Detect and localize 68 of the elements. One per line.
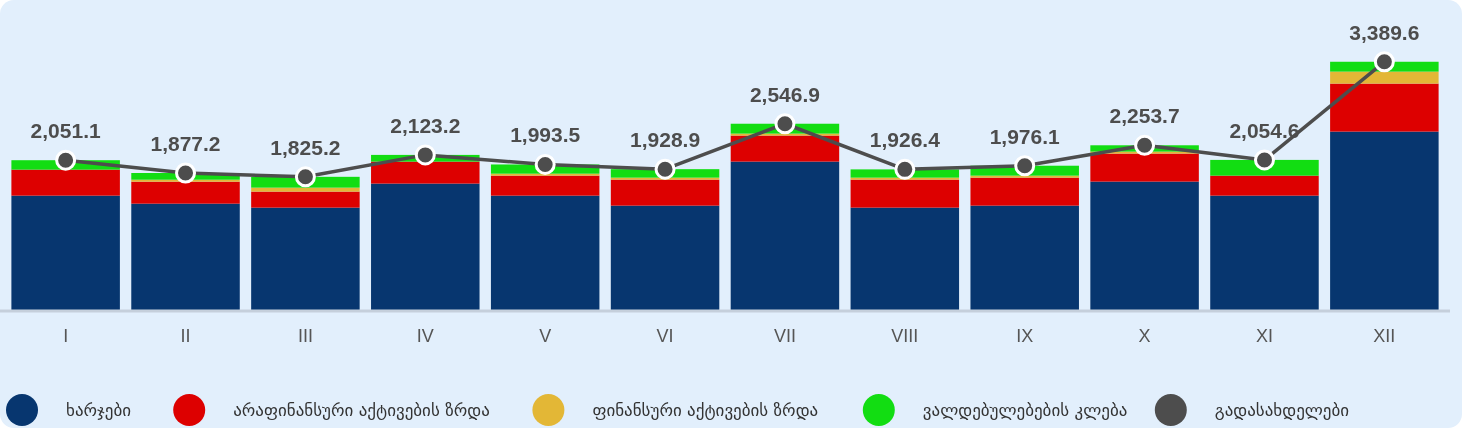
x-tick-label: VII bbox=[773, 326, 796, 346]
data-label: 2,054.6 bbox=[1229, 118, 1300, 142]
bar bbox=[131, 181, 240, 204]
point bbox=[894, 158, 916, 180]
bar bbox=[1330, 131, 1439, 311]
data-label: 1,926.4 bbox=[869, 128, 941, 152]
legend-label: გადასახდელები bbox=[1214, 400, 1350, 420]
bar bbox=[1090, 153, 1199, 182]
point bbox=[1014, 155, 1036, 177]
bar bbox=[490, 195, 600, 311]
x-tick-label: XI bbox=[1255, 326, 1273, 346]
bar bbox=[1330, 83, 1439, 132]
bar bbox=[850, 179, 960, 208]
x-tick-label: VI bbox=[656, 326, 674, 346]
legend-label: ფინანსური აქტივების ზრდა bbox=[592, 400, 819, 420]
bar bbox=[371, 161, 480, 184]
bar bbox=[251, 207, 360, 311]
x-tick-label: III bbox=[297, 326, 313, 346]
legend-label: არაფინანსური აქტივების ზრდა bbox=[233, 400, 490, 420]
data-label: 1,825.2 bbox=[270, 135, 341, 159]
point bbox=[294, 166, 316, 188]
bar bbox=[131, 203, 240, 311]
bar bbox=[251, 191, 360, 208]
point bbox=[175, 162, 197, 184]
bar bbox=[1090, 181, 1199, 311]
x-tick-label: I bbox=[63, 326, 69, 346]
bar bbox=[11, 195, 120, 311]
bar bbox=[850, 207, 960, 311]
data-label: 2,253.7 bbox=[1109, 104, 1180, 128]
x-tick-label: VIII bbox=[891, 326, 919, 346]
bar bbox=[1210, 175, 1319, 196]
data-label: 3,389.6 bbox=[1349, 20, 1420, 44]
x-tick-label: IV bbox=[416, 326, 434, 346]
x-tick-label: IX bbox=[1016, 326, 1034, 346]
bar bbox=[610, 179, 720, 206]
bar bbox=[970, 205, 1079, 311]
bar bbox=[730, 161, 840, 311]
data-label: 1,877.2 bbox=[150, 131, 221, 155]
point bbox=[1373, 51, 1395, 73]
point bbox=[414, 144, 436, 166]
point bbox=[654, 158, 676, 180]
data-label: 2,051.1 bbox=[30, 119, 101, 143]
legend-label: ვალდებულებების კლება bbox=[922, 400, 1128, 420]
bar bbox=[1210, 159, 1319, 176]
bar bbox=[1210, 195, 1319, 311]
data-label: 2,123.2 bbox=[390, 113, 461, 137]
point bbox=[774, 113, 796, 135]
x-tick-label: X bbox=[1138, 326, 1151, 346]
data-label: 1,976.1 bbox=[989, 124, 1061, 148]
bar bbox=[251, 187, 360, 192]
point bbox=[1253, 149, 1275, 171]
bar bbox=[970, 177, 1079, 206]
bar bbox=[490, 175, 600, 196]
data-label: 2,546.9 bbox=[749, 82, 820, 106]
data-label: 1,928.9 bbox=[630, 128, 701, 152]
x-tick-label: V bbox=[539, 326, 552, 346]
point bbox=[534, 153, 556, 175]
bar bbox=[1330, 71, 1439, 84]
point bbox=[55, 149, 77, 171]
data-label: 1,993.5 bbox=[510, 123, 581, 147]
x-tick-label: XII bbox=[1373, 326, 1396, 346]
bar bbox=[730, 135, 840, 162]
bar bbox=[371, 183, 480, 311]
x-tick-label: II bbox=[180, 326, 191, 346]
point bbox=[1134, 134, 1156, 156]
bar bbox=[11, 169, 120, 196]
bar bbox=[610, 205, 720, 311]
legend-label: ხარჯები bbox=[66, 400, 131, 420]
